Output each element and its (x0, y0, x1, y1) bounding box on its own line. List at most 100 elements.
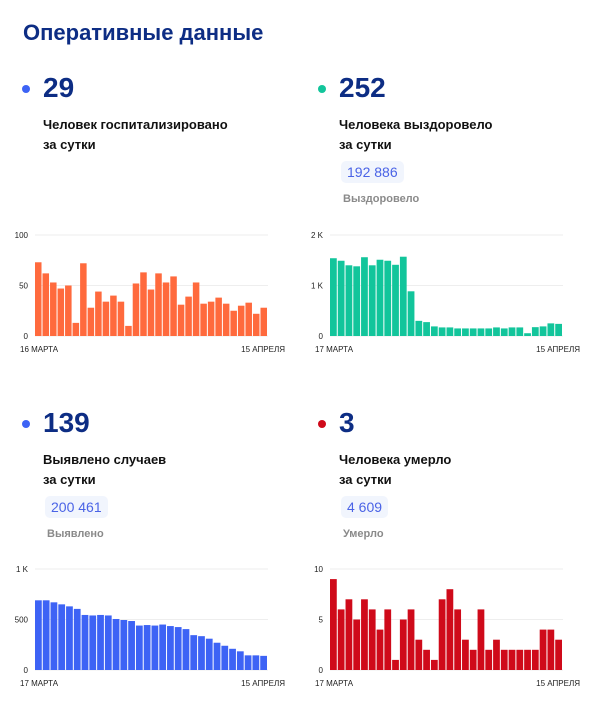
bar (454, 609, 462, 670)
bar (337, 609, 345, 670)
bar (117, 301, 125, 336)
stat-label: Человека умерло за сутки (339, 450, 451, 490)
y-tick-label: 2 K (311, 231, 324, 240)
bar (143, 625, 151, 670)
bullet-dot-icon (22, 85, 30, 93)
bar (167, 626, 174, 670)
y-tick-label: 5 (319, 616, 324, 625)
stat-number: 252 (339, 72, 386, 103)
bar (222, 303, 230, 336)
bar (330, 579, 337, 670)
y-tick-label: 1 K (16, 565, 29, 574)
bar (215, 297, 222, 336)
y-tick-label: 500 (15, 616, 29, 625)
bar (236, 651, 244, 670)
bar (493, 327, 500, 336)
bar (531, 327, 539, 336)
bar (493, 639, 500, 670)
bar (221, 645, 229, 670)
bar (80, 263, 87, 336)
recovered-chart: 0 1 K 2 K 17 МАРТА 15 АПРЕЛЯ (305, 228, 585, 358)
bar (237, 305, 245, 336)
bar (438, 327, 446, 336)
stat-label-line2: за сутки (339, 137, 392, 152)
bar (244, 655, 252, 670)
bar (345, 265, 353, 336)
x-end-label: 15 АПРЕЛЯ (241, 679, 285, 688)
total-label: Выявлено (47, 528, 104, 540)
bar (531, 649, 539, 670)
bar (399, 619, 407, 670)
x-start-label: 16 МАРТА (20, 345, 59, 354)
bar (177, 304, 185, 336)
bar (384, 609, 392, 670)
total-badge: 192 886 (341, 161, 404, 183)
bar (35, 262, 42, 336)
bar (508, 649, 516, 670)
bar (205, 638, 213, 670)
bar (446, 327, 454, 336)
bar (120, 620, 128, 670)
bar (260, 655, 267, 670)
bar (462, 328, 469, 336)
stat-label-line2: за сутки (43, 472, 96, 487)
bar (361, 257, 368, 336)
bar (361, 599, 368, 670)
stat-label-line1: Человека выздоровело (339, 117, 493, 132)
bar (384, 260, 392, 336)
bar (72, 322, 80, 336)
bar (125, 325, 132, 336)
bar (192, 282, 200, 336)
x-start-label: 17 МАРТА (315, 345, 354, 354)
bar (345, 599, 353, 670)
bar (73, 608, 81, 670)
bar (407, 609, 415, 670)
bar (42, 273, 50, 336)
bar (330, 258, 337, 336)
total-badge: 200 461 (45, 496, 108, 518)
bar (252, 313, 260, 336)
stat-label-line2: за сутки (339, 472, 392, 487)
bar (376, 259, 384, 336)
bar (516, 649, 524, 670)
bar (230, 310, 237, 336)
bar (58, 604, 66, 670)
bar (65, 285, 72, 336)
bar (57, 288, 65, 336)
bar (140, 272, 147, 336)
bar (368, 265, 376, 336)
bar (485, 328, 493, 336)
stat-label-line1: Выявлено случаев (43, 452, 167, 467)
bar (500, 649, 508, 670)
bar (112, 618, 120, 670)
bar (469, 649, 477, 670)
bar (155, 273, 162, 336)
bar (477, 609, 485, 670)
bar (485, 649, 493, 670)
bar (185, 296, 192, 336)
bar (430, 659, 438, 670)
stat-label-line1: Человек госпитализировано (43, 117, 228, 132)
stat-label: Человека выздоровело за сутки (339, 115, 493, 155)
bar (132, 283, 140, 336)
deaths-chart: 0 5 10 17 МАРТА 15 АПРЕЛЯ (305, 562, 585, 692)
bar (245, 302, 252, 336)
bar (438, 599, 446, 670)
bar (376, 629, 384, 670)
bar (174, 627, 182, 670)
bar (50, 602, 58, 670)
y-tick-label: 0 (319, 332, 324, 341)
bar (399, 256, 407, 336)
bar (200, 303, 207, 336)
bar (147, 289, 155, 336)
stat-label-line1: Человека умерло (339, 452, 452, 467)
bar (198, 636, 205, 670)
bar (547, 323, 555, 336)
bar (430, 326, 438, 336)
bar (353, 266, 361, 336)
bar (469, 328, 477, 336)
bar (50, 282, 57, 336)
bar (368, 609, 376, 670)
bar (462, 639, 469, 670)
